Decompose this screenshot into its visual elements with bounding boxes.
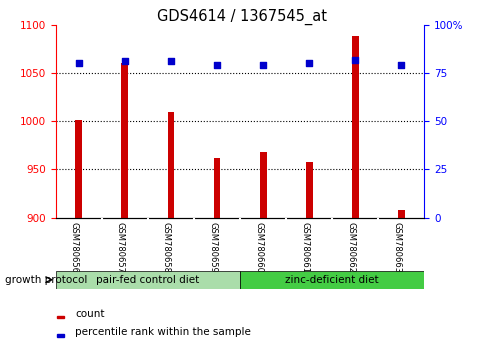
Text: GSM780661: GSM780661 — [300, 222, 309, 273]
Point — [350, 57, 358, 62]
Text: GSM780659: GSM780659 — [208, 222, 217, 273]
Bar — [75, 120, 82, 218]
Bar — [397, 210, 404, 218]
Text: percentile rank within the sample: percentile rank within the sample — [75, 327, 251, 337]
Bar — [57, 316, 64, 318]
Text: GSM780657: GSM780657 — [116, 222, 125, 273]
Point — [166, 59, 174, 64]
Text: GSM780662: GSM780662 — [346, 222, 354, 273]
Bar — [240, 271, 424, 289]
Bar — [213, 158, 220, 218]
Text: GSM780656: GSM780656 — [70, 222, 78, 273]
Text: zinc-deficient diet: zinc-deficient diet — [285, 275, 378, 285]
Point — [396, 62, 404, 68]
Bar — [56, 271, 240, 289]
Bar — [121, 63, 128, 218]
Text: pair-fed control diet: pair-fed control diet — [96, 275, 199, 285]
Bar — [167, 112, 174, 218]
Bar — [351, 36, 358, 218]
Point — [258, 62, 266, 68]
Text: GSM780663: GSM780663 — [392, 222, 401, 273]
Bar — [259, 152, 266, 218]
Text: GDS4614 / 1367545_at: GDS4614 / 1367545_at — [157, 9, 327, 25]
Point — [304, 61, 312, 66]
Point — [75, 61, 82, 66]
Text: GSM780660: GSM780660 — [254, 222, 262, 273]
Point — [121, 59, 128, 64]
Bar — [57, 334, 64, 337]
Text: GSM780658: GSM780658 — [162, 222, 170, 273]
Text: count: count — [75, 309, 105, 319]
Text: growth protocol: growth protocol — [5, 275, 87, 285]
Bar — [305, 162, 312, 218]
Point — [212, 62, 220, 68]
